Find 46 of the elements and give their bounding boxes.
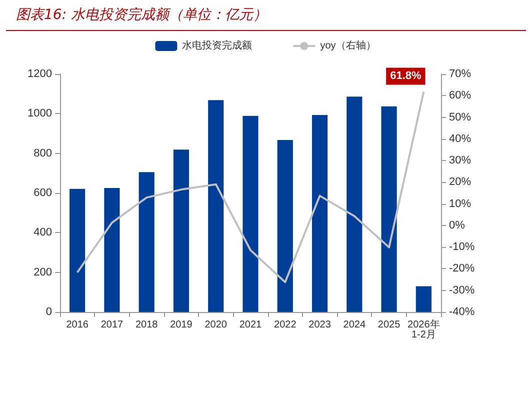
- y-tick-label: 1200: [28, 68, 52, 80]
- y2-tick-label: 40%: [449, 132, 472, 145]
- y2-tick-label: -20%: [449, 262, 475, 275]
- y2-tick-label: 50%: [449, 111, 472, 124]
- y2-tick-label: 10%: [449, 198, 472, 210]
- x-tick-label: 2019: [170, 320, 193, 330]
- x-tick-label: 2017: [100, 320, 124, 330]
- bar: [312, 115, 328, 312]
- bar: [173, 150, 190, 312]
- data-label: 61.8%: [390, 70, 422, 82]
- line-series: [76, 90, 425, 284]
- x-tick-label: 2018: [135, 320, 158, 330]
- y2-tick-label: 0%: [449, 219, 466, 232]
- x-tick-label: 2026年 1-2月: [408, 318, 440, 340]
- bar: [277, 140, 293, 312]
- bar: [70, 188, 86, 312]
- y2-tick-label: 70%: [449, 68, 472, 80]
- bar: [138, 172, 154, 312]
- y-tick-label: 400: [34, 226, 52, 239]
- y-tick-label: 1000: [28, 108, 52, 120]
- bar: [346, 96, 362, 312]
- chart-title: 图表16: 水电投资完成额（单位：亿元）: [6, 0, 526, 31]
- legend-label: yoy（右轴）: [320, 40, 376, 52]
- y-tick-label: 800: [34, 147, 52, 160]
- x-tick-label: 2020: [204, 320, 228, 330]
- bar: [208, 100, 224, 312]
- y-tick-label: 600: [34, 187, 52, 199]
- x-tick-label: 2016: [66, 320, 89, 330]
- y2-tick-label: -30%: [449, 284, 475, 296]
- y2-tick-label: 20%: [449, 176, 472, 188]
- y-tick-label: 0: [46, 306, 52, 318]
- y-tick-label: 200: [34, 266, 52, 278]
- bar: [104, 188, 120, 312]
- y2-tick-label: -10%: [449, 241, 475, 254]
- x-tick-label: 2025: [378, 320, 401, 330]
- bar: [242, 116, 258, 312]
- bar: [381, 106, 397, 312]
- bar: [416, 286, 432, 312]
- y2-tick-label: 30%: [449, 154, 472, 167]
- x-tick-label: 2021: [239, 320, 262, 330]
- x-tick-label: 2024: [343, 320, 366, 330]
- legend-label: 水电投资完成额: [182, 40, 252, 52]
- y2-tick-label: -40%: [449, 306, 475, 318]
- x-tick-label: 2023: [308, 320, 332, 330]
- x-tick-label: 2022: [274, 320, 297, 330]
- y2-tick-label: 60%: [449, 90, 472, 102]
